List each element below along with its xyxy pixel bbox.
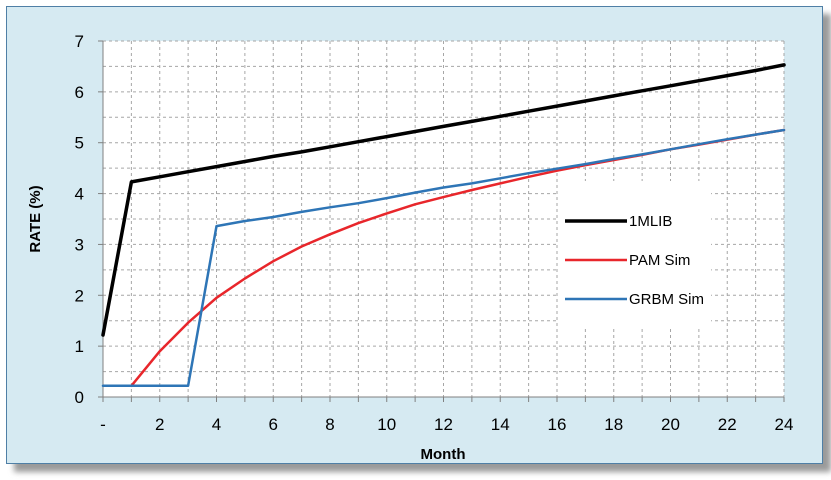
y-tick-label: 6 — [75, 83, 84, 102]
legend-box — [559, 181, 711, 329]
x-tick-label: 2 — [155, 415, 164, 434]
x-tick-label: 4 — [212, 415, 221, 434]
series-line-1mlib — [101, 63, 786, 337]
y-axis-title: RATE (%) — [27, 185, 44, 252]
x-tick-label: 12 — [434, 415, 453, 434]
y-tick-label: 7 — [75, 32, 84, 51]
y-tick-label: 4 — [75, 185, 84, 204]
y-tick-labels: 0 1 2 3 4 5 6 7 — [75, 32, 84, 407]
y-tick-label: 2 — [75, 286, 84, 305]
x-tick-label: 22 — [718, 415, 737, 434]
y-tick-label: 0 — [75, 388, 84, 407]
x-tick-label: 18 — [604, 415, 623, 434]
x-tick-label: 8 — [325, 415, 334, 434]
series-lines — [101, 63, 786, 388]
x-tick-label: 24 — [775, 415, 794, 434]
y-tick-label: 1 — [75, 337, 84, 356]
x-tick-label: 16 — [548, 415, 567, 434]
x-tick-label: - — [100, 415, 106, 434]
legend-label: GRBM Sim — [629, 291, 704, 308]
x-tick-label: 6 — [269, 415, 278, 434]
y-tick-label: 3 — [75, 235, 84, 254]
axes — [98, 40, 785, 402]
y-tick-label: 5 — [75, 134, 84, 153]
x-axis-title: Month — [421, 446, 466, 463]
legend: 1MLIB PAM Sim GRBM Sim — [559, 181, 711, 329]
x-tick-labels: -2 4 6 8 10 12 14 16 18 20 22 24 — [100, 415, 793, 434]
grid-lines — [103, 40, 785, 397]
x-tick-label: 20 — [661, 415, 680, 434]
x-tick-label: 10 — [377, 415, 396, 434]
series-line-grbm-sim — [101, 128, 786, 388]
legend-label: PAM Sim — [629, 252, 690, 269]
legend-label: 1MLIB — [629, 213, 672, 230]
x-tick-label: 14 — [491, 415, 510, 434]
